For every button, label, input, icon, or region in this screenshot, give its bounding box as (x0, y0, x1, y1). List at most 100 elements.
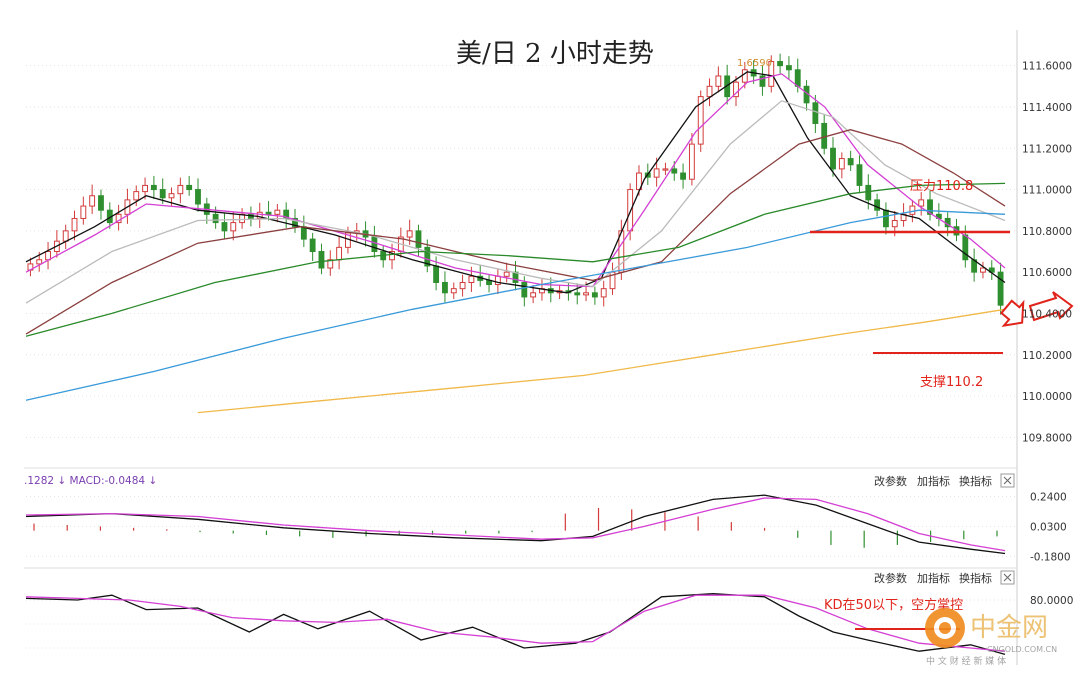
ma-line-2 (25, 100, 1006, 304)
candle-body (918, 199, 925, 207)
candle-body (653, 168, 660, 178)
candle-body (80, 205, 87, 219)
candle-body (785, 65, 792, 71)
candle-body (318, 251, 325, 269)
kd-tick-label: 80.0000 (1030, 595, 1073, 607)
candle-body (627, 189, 634, 232)
candle-body (909, 205, 916, 215)
macd-change-params-button[interactable]: 改参数 (874, 474, 907, 488)
candle-body (759, 75, 766, 87)
resistance-support-markers: 压力110.8 支撑110.2 (810, 179, 1074, 390)
macd-grid (26, 496, 1015, 557)
candle-body (336, 246, 343, 261)
peak-price-label: 1.6590 (737, 58, 772, 69)
candle-body (662, 168, 669, 171)
support-label: 支撑110.2 (920, 375, 983, 390)
candle-body (503, 271, 510, 277)
candle-body (838, 158, 845, 170)
ma-line-1 (25, 73, 1006, 288)
macd-tick-label: 0.0300 (1030, 521, 1067, 533)
ma-line-3 (25, 129, 1006, 335)
watermark-domain: CNGOLD.COM.CN (987, 645, 1057, 654)
cngold-watermark: 中金网 CNGOLD.COM.CN 中 文 财 经 新 媒 体 (925, 608, 1057, 667)
macd-line-1 (25, 497, 1006, 552)
candle-body (891, 220, 898, 228)
candle-body (777, 61, 784, 67)
ma-line-0 (25, 71, 1006, 294)
resistance-label: 压力110.8 (910, 179, 973, 194)
price-tick-label: 110.2000 (1022, 350, 1072, 362)
candle-body (468, 275, 475, 283)
price-tick-label: 111.2000 (1022, 143, 1072, 155)
candle-body (794, 69, 801, 87)
candle-body (812, 102, 819, 124)
candle-body (424, 246, 431, 267)
macd-histogram (33, 507, 998, 548)
candle-body (274, 209, 281, 215)
candle-body (186, 184, 193, 191)
kd-add-indicator-button[interactable]: 加指标 (917, 571, 950, 585)
ma-line-6 (197, 308, 1006, 414)
candle-body (150, 184, 157, 191)
price-tick-label: 109.8000 (1022, 432, 1072, 444)
right-arrow-icon (1028, 291, 1074, 322)
candle-body (671, 168, 678, 174)
macd-close-icon[interactable] (1000, 473, 1015, 488)
kd-switch-indicator-button[interactable]: 换指标 (959, 571, 992, 585)
candle-body (433, 265, 440, 283)
candle-body (680, 172, 687, 180)
macd-header: .1282 ↓ MACD:-0.0484 ↓ (24, 475, 157, 487)
candle-body (89, 195, 96, 207)
kd-change-params-button[interactable]: 改参数 (874, 571, 907, 585)
candle-body (574, 292, 581, 296)
candle-body (856, 164, 863, 186)
candle-body (406, 230, 413, 238)
candlesticks (27, 53, 1004, 315)
candle-body (847, 158, 854, 166)
ma-line-5 (25, 209, 1006, 401)
chart-title: 美/日 2 小时走势 (456, 39, 654, 69)
price-axis: 111.6000 111.4000 111.2000 111.0000 110.8000… (1022, 61, 1072, 445)
watermark-slogan: 中 文 财 经 新 媒 体 (926, 655, 1006, 667)
candle-body (600, 288, 607, 298)
candle-body (221, 222, 228, 232)
frame (24, 30, 1018, 665)
candle-body (450, 288, 457, 294)
candle-body (688, 143, 695, 180)
price-tick-label: 111.6000 (1022, 61, 1072, 73)
candle-body (177, 184, 184, 195)
ma-line-4 (25, 182, 1006, 337)
candle-body (768, 61, 775, 87)
macd-tick-label: -0.1800 (1030, 551, 1071, 563)
candle-body (583, 292, 589, 296)
candle-body (71, 217, 78, 232)
watermark-brand: 中金网 (970, 613, 1048, 643)
kd-close-icon[interactable] (1000, 570, 1015, 585)
candle-body (62, 230, 69, 242)
candle-body (212, 213, 219, 224)
kd-lines (25, 592, 1006, 656)
kd-axis: 80.0000 (1030, 595, 1073, 607)
candle-body (300, 226, 307, 240)
candle-body (715, 75, 722, 87)
candle-body (591, 292, 598, 298)
price-tick-label: 110.6000 (1022, 267, 1072, 279)
macd-tick-label: 0.2400 (1030, 492, 1067, 504)
kd-line-1 (25, 594, 1006, 652)
candle-body (442, 281, 448, 294)
macd-axis: 0.2400 0.0300 -0.1800 (1030, 492, 1071, 564)
candle-body (927, 199, 933, 215)
candle-body (45, 251, 51, 261)
candle-body (36, 259, 43, 265)
macd-add-indicator-button[interactable]: 加指标 (917, 474, 950, 488)
candle-body (168, 193, 175, 199)
down-arrow-icon (1000, 299, 1025, 328)
macd-switch-indicator-button[interactable]: 换指标 (959, 474, 992, 488)
candle-body (292, 217, 298, 228)
candle-body (636, 172, 642, 191)
candle-body (415, 230, 422, 248)
macd-lines (25, 494, 1006, 555)
candle-body (521, 281, 528, 298)
candle-body (883, 209, 889, 228)
